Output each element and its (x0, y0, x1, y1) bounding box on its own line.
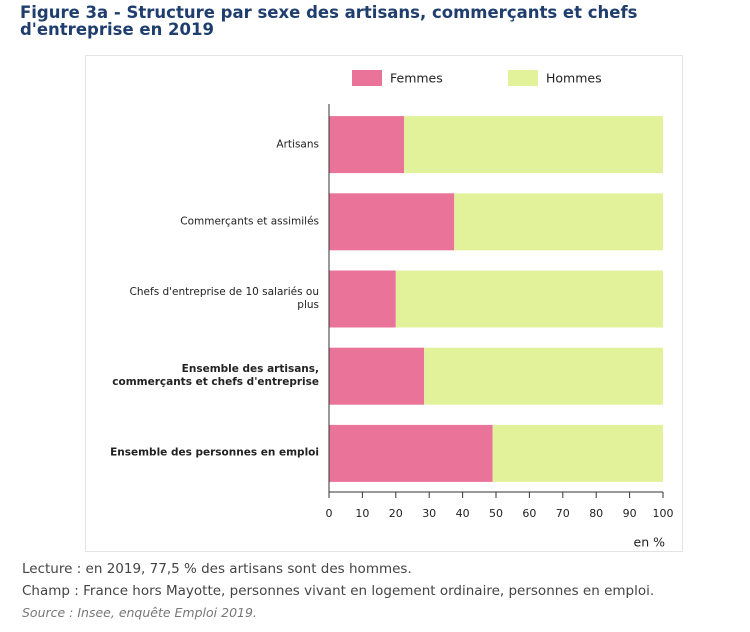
note: Champ : France hors Mayotte, personnes v… (22, 583, 655, 599)
bar-segment (329, 193, 455, 251)
legend-label: Femmes (390, 71, 443, 86)
x-tick-label: 0 (326, 507, 333, 520)
x-tick-label: 80 (589, 507, 603, 520)
x-tick-label: 40 (456, 507, 470, 520)
bar-segment (329, 116, 405, 174)
note: Lecture : en 2019, 77,5 % des artisans s… (22, 561, 412, 577)
bar-segment (404, 116, 663, 174)
legend-swatch (352, 70, 382, 86)
bar-segment (329, 270, 396, 328)
chart-title: Figure 3a - Structure par sexe des artis… (20, 3, 638, 39)
legend-label: Hommes (546, 71, 602, 86)
x-tick-label: 60 (522, 507, 536, 520)
bar-segment (454, 193, 663, 251)
bar-segment (424, 347, 663, 405)
y-tick-label: Ensemble des artisans, commerçants et ch… (112, 363, 319, 389)
x-tick-label: 100 (653, 507, 674, 520)
y-tick-label: Artisans (276, 138, 319, 151)
bar-segment (329, 424, 493, 482)
x-tick-label: 70 (556, 507, 570, 520)
x-tick-label: 90 (623, 507, 637, 520)
x-axis-label: en % (634, 535, 666, 550)
y-tick-label: Chefs d'entreprise de 10 salariés ou plu… (129, 286, 319, 311)
bar-segment (329, 347, 425, 405)
x-tick-label: 10 (355, 507, 369, 520)
bar-segment (395, 270, 663, 328)
source: Source : Insee, enquête Emploi 2019. (22, 605, 257, 620)
x-tick-label: 30 (422, 507, 436, 520)
legend-swatch (508, 70, 538, 86)
bar-segment (492, 424, 663, 482)
x-tick-label: 50 (489, 507, 503, 520)
x-tick-label: 20 (389, 507, 403, 520)
y-tick-label: Commerçants et assimilés (180, 215, 319, 228)
y-tick-label: Ensemble des personnes en emploi (110, 446, 319, 459)
